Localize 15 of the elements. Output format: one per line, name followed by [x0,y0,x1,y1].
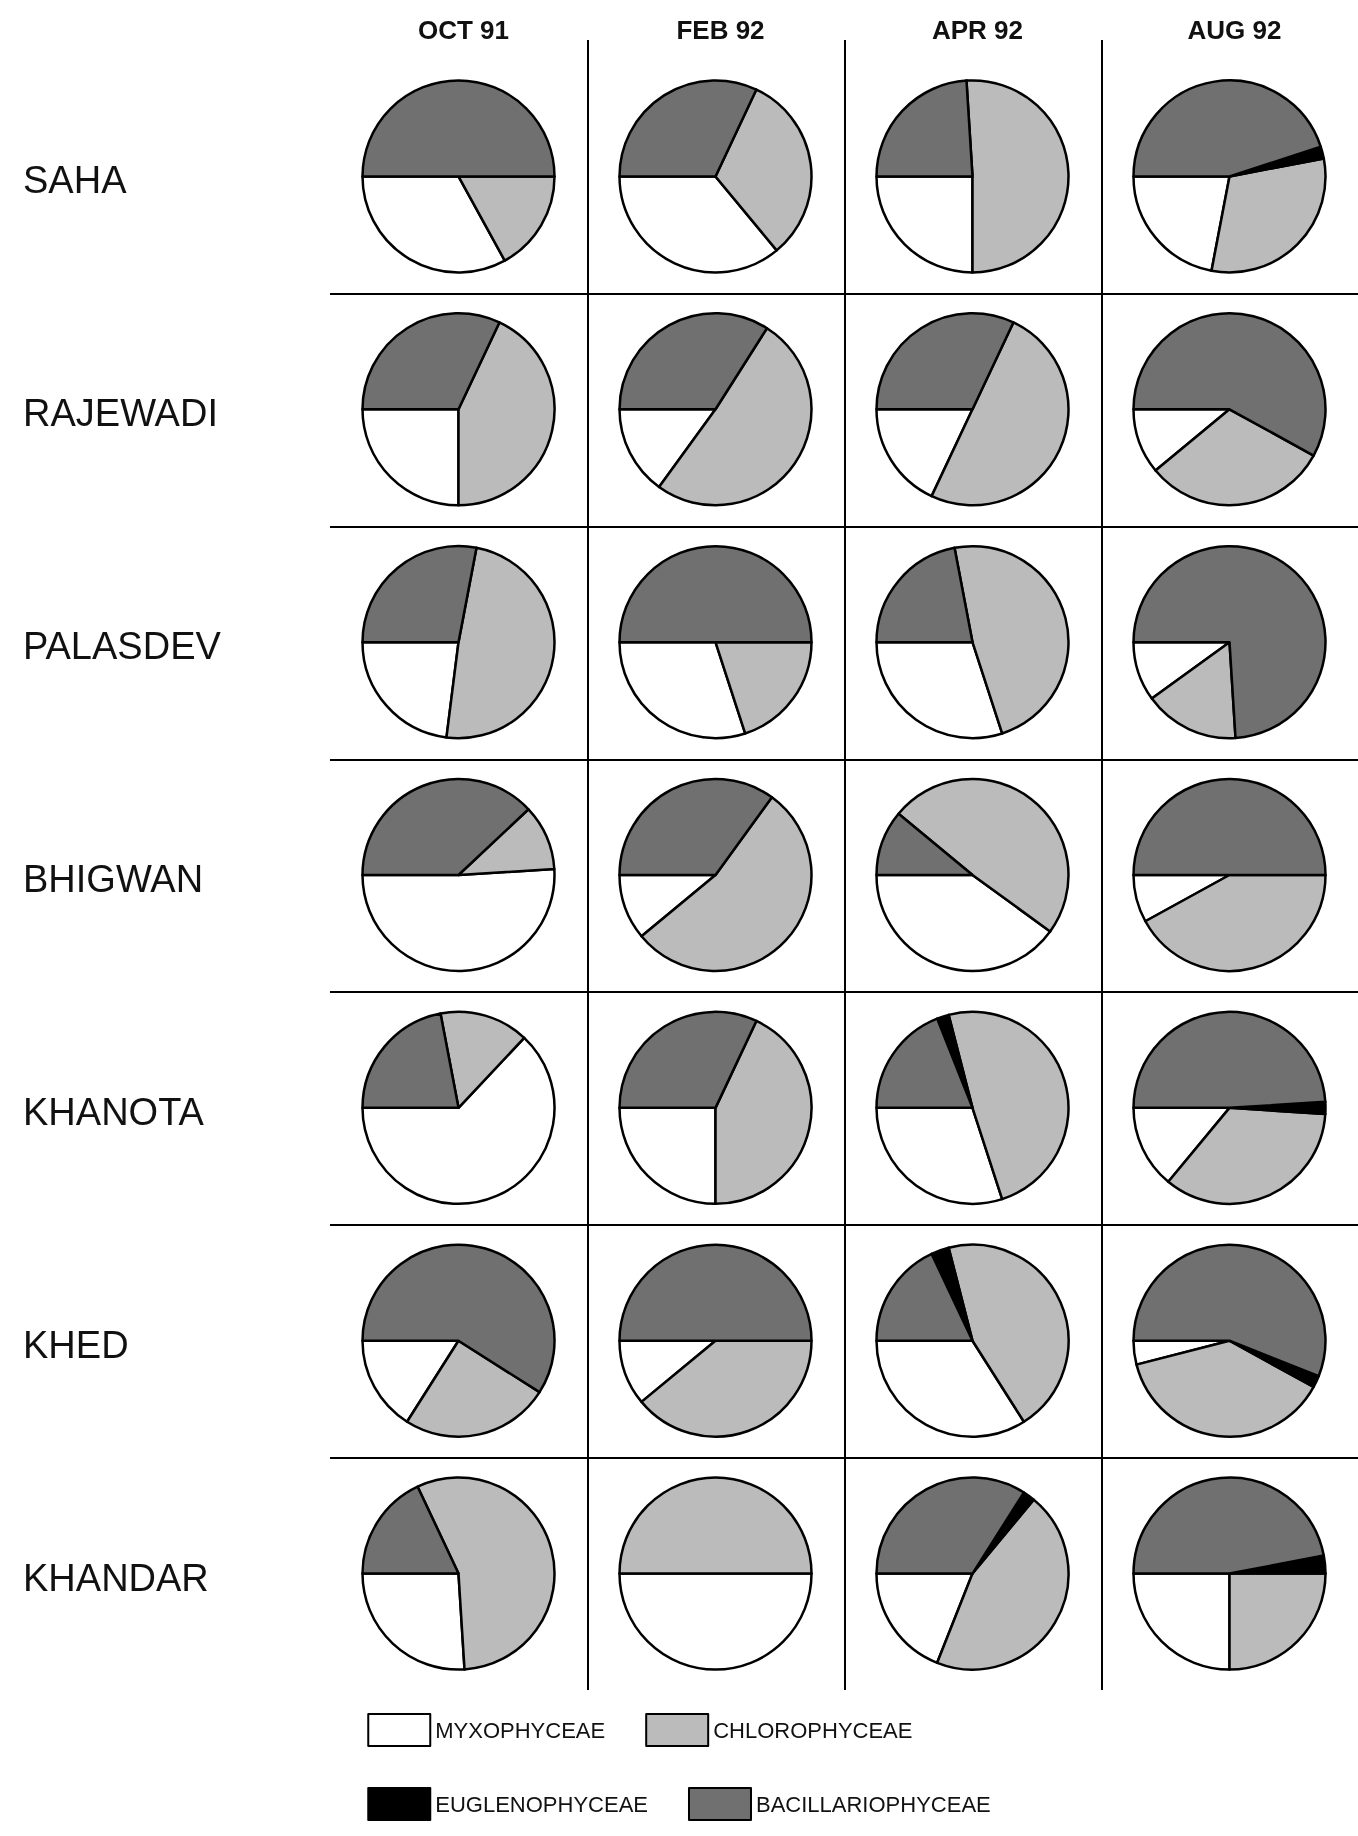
chart-title: APR 92 [931,15,1024,45]
text: KHANOTA [23,1090,205,1133]
legend-label: CHLOROPHYCEAE [713,1717,913,1743]
chart-title: FEB 92 [676,15,765,45]
chart-title: OCT 91 [417,15,510,45]
text: KHED [23,1323,129,1366]
text: RAJEWADI [23,392,218,435]
legend-label: MYXOPHYCEAE [435,1717,606,1743]
text: PALASDEV [23,625,222,668]
text: KHANDAR [23,1556,209,1599]
legend-label: EUGLENOPHYCEAE [435,1791,648,1817]
legend-label: BACILLARIOPHYCEAE [755,1791,991,1817]
text: SAHA [23,159,128,202]
text: BHIGWAN [23,858,204,900]
chart-title: AUG 92 [1187,15,1282,45]
